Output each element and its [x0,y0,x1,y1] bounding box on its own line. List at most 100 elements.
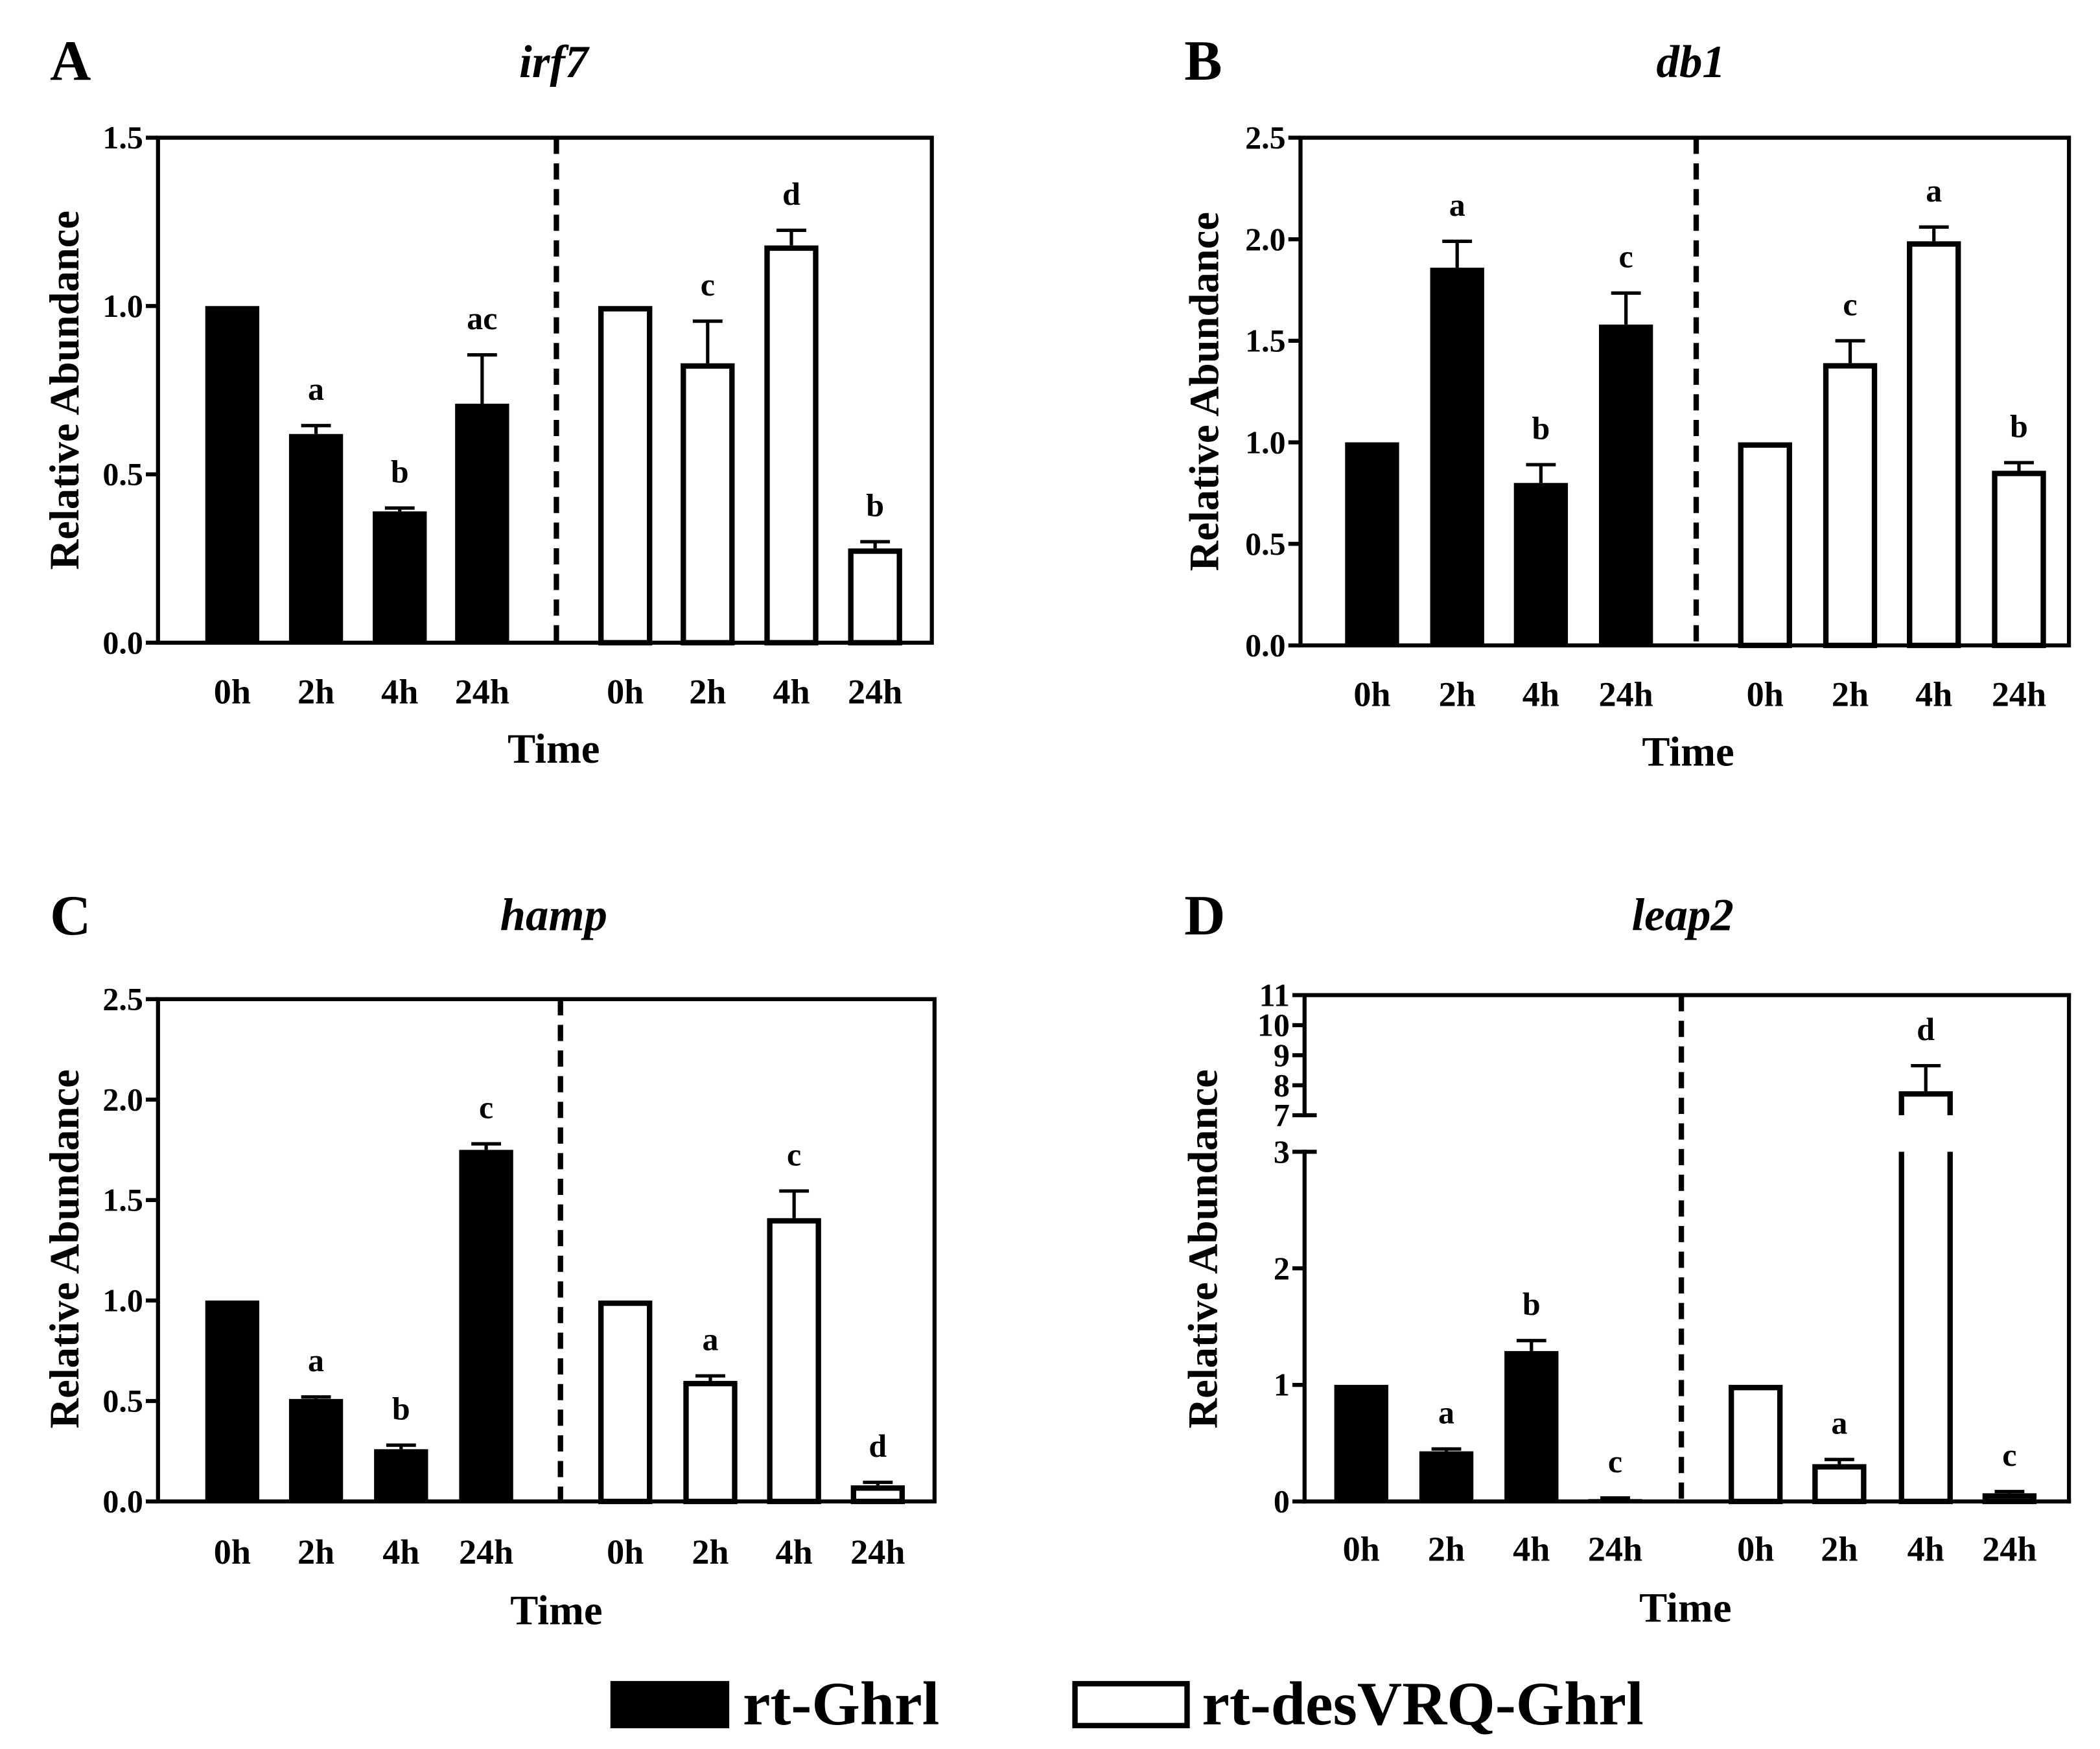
x-tick-label-0h: 0h [607,673,644,712]
significance-letter-rt-ghrl-4h: b [1532,410,1550,446]
bar-rt-desvrq-ghrl-24h [848,548,902,645]
bar-rt-ghrl-4h [1504,1350,1559,1501]
y-tick-label: 0.5 [102,456,143,492]
panel-label: B [1184,29,1222,92]
significance-letter-rt-ghrl-24h: c [479,1089,493,1126]
x-tick-label-2h: 2h [1832,675,1869,714]
x-tick-label-0h: 0h [214,673,251,712]
significance-letter-rt-ghrl-24h: ac [467,300,497,336]
x-tick-label-4h: 4h [1513,1530,1550,1569]
significance-letter-rt-desvrq-ghrl-24h: c [2002,1437,2016,1473]
significance-letter-rt-desvrq-ghrl-4h: d [782,176,800,212]
bar-rt-desvrq-ghrl-4h [1898,1091,1953,1505]
bar-rt-ghrl-0h [205,1300,260,1501]
y-tick-label: 9 [1274,1037,1290,1073]
bar-upper-outline [1898,1091,1953,1116]
bar-rt-desvrq-ghrl-0h [1738,442,1792,649]
y-tick-label: 1.0 [102,288,143,324]
y-tick-label: 3 [1274,1133,1290,1170]
significance-letter-rt-ghrl-2h: a [308,1342,324,1378]
x-tick-label-4h: 4h [1522,675,1559,714]
panel-label: C [50,884,91,947]
bar-rt-desvrq-ghrl-4h [1907,241,1961,649]
x-axis-title: Time [508,725,600,772]
x-tick-label-4h: 4h [382,1533,419,1571]
x-axis-title: Time [510,1587,602,1634]
bar-lower-fill [1901,1152,1950,1501]
bar-rt-desvrq-ghrl-0h [1729,1385,1783,1505]
chart-title: irf7 [519,37,590,87]
y-tick-label: 2.0 [1245,221,1286,257]
significance-letter-rt-desvrq-ghrl-4h: c [787,1136,801,1172]
y-tick-label: 0.0 [102,1483,143,1520]
chart-title: db1 [1657,37,1725,87]
y-tick-label: 0 [1274,1483,1290,1520]
y-tick-label: 1.5 [102,119,143,156]
y-tick-label: 1.0 [102,1282,143,1319]
plot-frame [1298,135,2071,648]
y-tick-label: 7 [1274,1097,1290,1133]
x-tick-label-4h: 4h [1908,1530,1944,1569]
x-tick-label-0h: 0h [1353,675,1390,714]
y-tick-label: 10 [1257,1007,1290,1043]
bar-rt-desvrq-ghrl-2h [683,1380,738,1505]
y-tick-label: 0.5 [102,1383,143,1419]
x-tick-label-0h: 0h [607,1533,644,1571]
series-rt-ghrl: a b c [1345,187,1653,645]
y-tick-label: 11 [1259,977,1290,1013]
y-tick-label: 8 [1274,1067,1290,1103]
panel-label: A [50,29,91,92]
x-tick-label-0h: 0h [1737,1530,1774,1569]
bar-rt-desvrq-ghrl-2h [1812,1464,1867,1505]
y-axis-title: Relative Abundance [1180,212,1227,571]
x-tick-label-24h: 24h [850,1533,905,1571]
series-rt-desvrq-ghrl: c d b [598,176,902,645]
bar-rt-ghrl-0h [205,306,260,643]
y-tick-label: 0.0 [102,624,143,660]
chart-title: hamp [500,890,607,941]
y-tick-label: 1 [1274,1367,1290,1403]
significance-letter-rt-ghrl-4h: b [1522,1286,1541,1322]
bar-rt-ghrl-2h [1430,268,1484,645]
legend-swatch-rt-desvrq-ghrl [1072,1681,1190,1729]
x-tick-label-2h: 2h [1821,1530,1858,1569]
bar-rt-ghrl-2h [288,434,344,643]
significance-letter-rt-desvrq-ghrl-2h: c [1843,286,1857,322]
x-tick-label-2h: 2h [1428,1530,1465,1569]
y-axis-title: Relative Abundance [1179,1069,1226,1428]
bar-rt-desvrq-ghrl-0h [598,1300,653,1505]
significance-letter-rt-desvrq-ghrl-24h: d [869,1428,887,1464]
significance-letter-rt-desvrq-ghrl-24h: b [866,487,884,523]
significance-letter-rt-desvrq-ghrl-4h: a [1926,172,1942,209]
x-tick-label-0h: 0h [1343,1530,1380,1569]
bar-rt-desvrq-ghrl-24h [1992,470,2046,649]
x-tick-label-4h: 4h [381,673,418,712]
series-rt-desvrq-ghrl: c a b [1738,172,2046,649]
bar-rt-ghrl-2h [288,1398,344,1501]
panel-label: D [1184,884,1225,947]
x-tick-label-24h: 24h [848,673,902,712]
series-rt-ghrl: a b ac [205,300,509,643]
y-tick-label: 2.5 [1245,119,1286,156]
bar-rt-desvrq-ghrl-4h [764,245,819,645]
bar-rt-ghrl-4h [374,1449,428,1501]
significance-letter-rt-desvrq-ghrl-24h: b [2010,408,2028,444]
series-rt-ghrl: a b c [205,1089,513,1501]
significance-letter-rt-ghrl-4h: b [391,453,409,489]
y-tick-label: 2 [1274,1250,1290,1286]
legend-label-rt-desvrq-ghrl: rt-desVRQ-Ghrl [1202,1669,1643,1738]
x-tick-label-4h: 4h [1915,675,1952,714]
bar-rt-ghrl-4h [1513,483,1569,645]
x-tick-label-4h: 4h [773,673,810,712]
y-tick-label: 1.0 [1245,424,1286,460]
y-tick-label: 1.5 [102,1182,143,1218]
significance-letter-rt-ghrl-2h: a [1438,1394,1454,1430]
x-tick-label-2h: 2h [692,1533,729,1571]
x-tick-label-2h: 2h [298,673,334,712]
bar-rt-ghrl-24h [455,403,509,643]
